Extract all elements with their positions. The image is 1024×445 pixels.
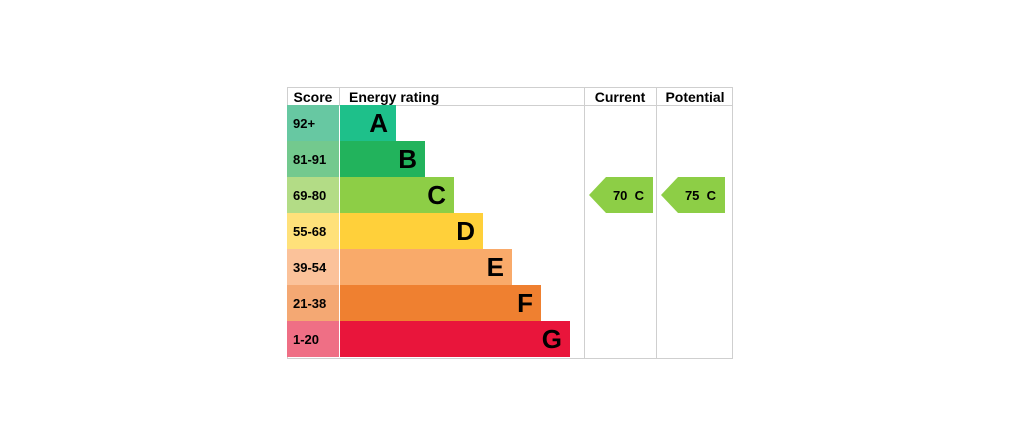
score-label-b: 81-91	[293, 152, 326, 167]
rating-bar-b	[340, 141, 425, 177]
score-label-f: 21-38	[293, 296, 326, 311]
potential-arrow	[661, 177, 725, 213]
rating-bar-g	[340, 321, 570, 357]
rating-bar-d	[340, 213, 483, 249]
score-label-e: 39-54	[293, 260, 327, 275]
current-arrow	[589, 177, 653, 213]
rating-letter-d: D	[456, 216, 475, 246]
header-potential: Potential	[665, 89, 724, 105]
rating-letter-c: C	[427, 180, 446, 210]
score-label-d: 55-68	[293, 224, 326, 239]
score-cell-b	[287, 141, 339, 177]
header-energy-rating: Energy rating	[349, 89, 439, 105]
score-label-g: 1-20	[293, 332, 319, 347]
score-cell-c	[287, 177, 339, 213]
score-cell-g	[287, 321, 339, 357]
rating-bands: 92+ A 81-91 B 69-80 C 55-68 D 39-54 E 21-38 F 1-20 G	[287, 105, 570, 357]
header-current: Current	[595, 89, 646, 105]
score-cell-a	[287, 105, 339, 141]
rating-bar-c	[340, 177, 454, 213]
score-label-a: 92+	[293, 116, 315, 131]
rating-bar-e	[340, 249, 512, 285]
score-cell-e	[287, 249, 339, 285]
rating-letter-e: E	[487, 252, 504, 282]
current-rating-label: 70 C	[613, 188, 645, 203]
score-cell-d	[287, 213, 339, 249]
rating-letter-g: G	[542, 324, 562, 354]
rating-letter-a: A	[369, 108, 388, 138]
epc-rating-chart: Score Energy rating Current Potential 92…	[287, 87, 733, 359]
rating-letter-b: B	[398, 144, 417, 174]
rating-bar-f	[340, 285, 541, 321]
score-label-c: 69-80	[293, 188, 326, 203]
rating-arrows: 70 C 75 C	[589, 177, 725, 213]
potential-rating-label: 75 C	[685, 188, 717, 203]
rating-bar-a	[340, 105, 396, 141]
score-cell-f	[287, 285, 339, 321]
header-score: Score	[294, 89, 333, 105]
rating-letter-f: F	[517, 288, 533, 318]
